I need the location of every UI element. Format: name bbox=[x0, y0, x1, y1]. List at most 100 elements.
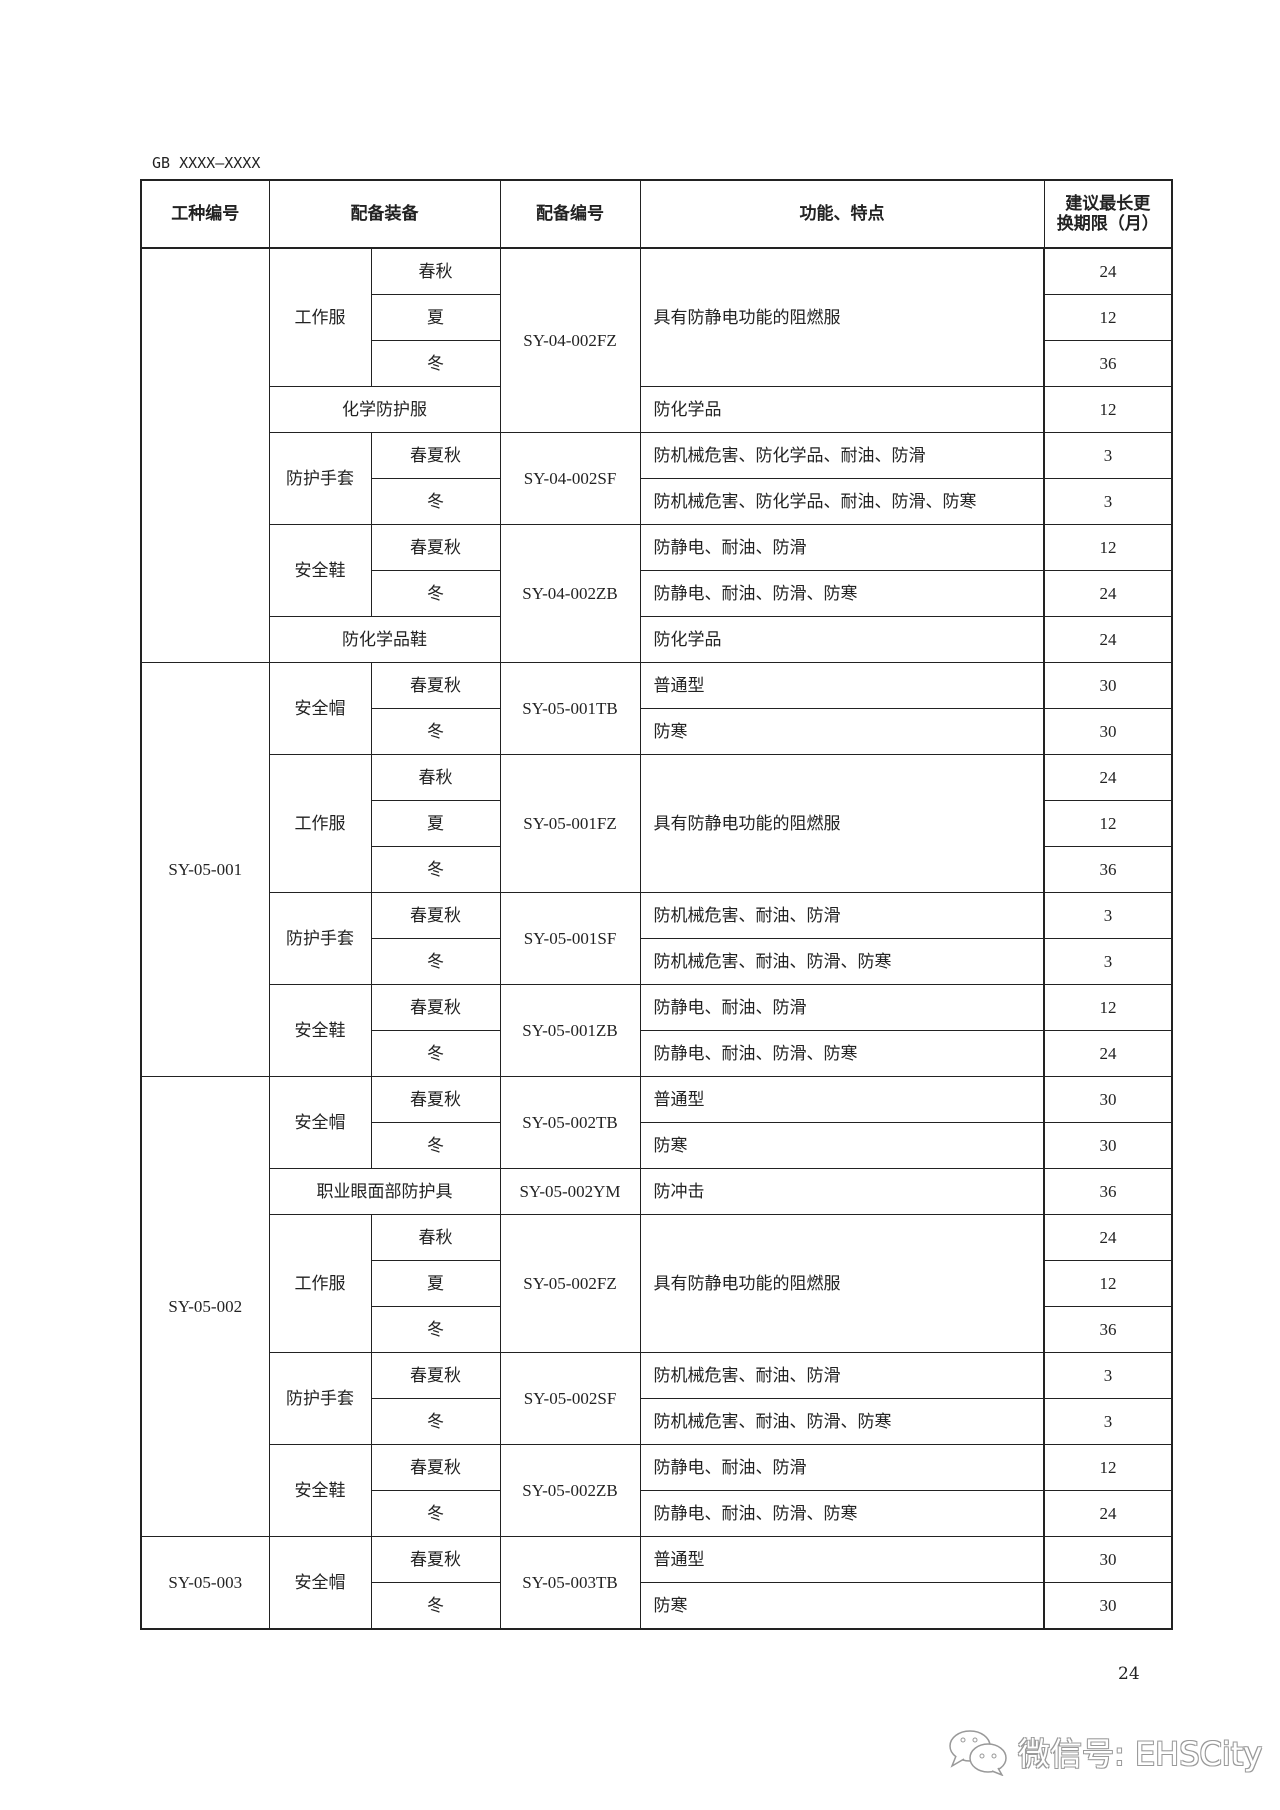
header-worktype: 工种编号 bbox=[140, 179, 270, 249]
equipment-name-cell: 工作服 bbox=[268, 1214, 372, 1353]
equipment-number-cell: SY-05-002FZ bbox=[499, 1214, 641, 1353]
table-row: 冬 防静电、耐油、防滑、防寒 24 bbox=[141, 1030, 1173, 1077]
worktype-code-cell: SY-05-001 bbox=[140, 662, 270, 1077]
replacement-months-cell: 30 bbox=[1043, 1122, 1173, 1169]
function-cell: 具有防静电功能的阻燃服 bbox=[639, 1214, 1045, 1353]
equipment-number-cell: SY-05-001TB bbox=[499, 662, 641, 755]
table-row: 夏 12 bbox=[141, 1260, 1173, 1307]
function-cell: 防静电、耐油、防滑、防寒 bbox=[639, 1490, 1045, 1537]
replacement-months-cell: 30 bbox=[1043, 708, 1173, 755]
equipment-number-cell: SY-05-002SF bbox=[499, 1352, 641, 1445]
equipment-number-cell: SY-05-002ZB bbox=[499, 1444, 641, 1537]
watermark-text: 微信号: EHSCity bbox=[1018, 1735, 1263, 1773]
table-row: 冬 防机械危害、防化学品、耐油、防滑、防寒 3 bbox=[141, 478, 1173, 525]
function-cell: 防机械危害、防化学品、耐油、防滑、防寒 bbox=[639, 478, 1045, 525]
equipment-name-cell: 化学防护服 bbox=[268, 386, 501, 433]
replacement-months-cell: 12 bbox=[1043, 800, 1173, 847]
header-months-line2: 换期限（月） bbox=[1056, 214, 1159, 234]
wechat-icon bbox=[949, 1730, 1007, 1776]
replacement-months-cell: 36 bbox=[1043, 846, 1173, 893]
equipment-name-cell: 防护手套 bbox=[268, 892, 372, 985]
season-cell: 春夏秋 bbox=[370, 984, 501, 1031]
equipment-number-cell: SY-05-002TB bbox=[499, 1076, 641, 1169]
function-cell: 防静电、耐油、防滑 bbox=[639, 984, 1045, 1031]
season-cell: 春夏秋 bbox=[370, 1444, 501, 1491]
equipment-number-cell: SY-05-003TB bbox=[499, 1536, 641, 1630]
equipment-name-cell: 工作服 bbox=[268, 754, 372, 893]
table-row: SY-05-002 安全帽 春夏秋 SY-05-002TB 普通型 30 bbox=[140, 1076, 1173, 1537]
header-months: 建议最长更 换期限（月） bbox=[1043, 179, 1173, 249]
season-cell: 春秋 bbox=[370, 754, 501, 801]
replacement-months-cell: 30 bbox=[1043, 1536, 1173, 1583]
equipment-number-cell: SY-04-002ZB bbox=[499, 524, 641, 663]
table-row: 冬 防静电、耐油、防滑、防寒 24 bbox=[141, 1490, 1173, 1537]
table-row: 冬 防机械危害、耐油、防滑、防寒 3 bbox=[141, 938, 1173, 985]
page-number: 24 bbox=[1118, 1664, 1140, 1684]
replacement-months-cell: 24 bbox=[1043, 570, 1173, 617]
replacement-months-cell: 12 bbox=[1043, 386, 1173, 433]
worktype-code-cell: SY-05-002 bbox=[140, 1076, 270, 1537]
equipment-name-cell: 安全帽 bbox=[268, 1536, 372, 1630]
replacement-months-cell: 12 bbox=[1043, 1444, 1173, 1491]
table-row: 安全鞋 春夏秋 SY-04-002ZB 防静电、耐油、防滑 12 bbox=[141, 524, 1173, 663]
replacement-months-cell: 30 bbox=[1043, 1076, 1173, 1123]
season-cell: 春夏秋 bbox=[370, 1536, 501, 1583]
season-cell: 冬 bbox=[370, 1306, 501, 1353]
equipment-name-cell: 防护手套 bbox=[268, 1352, 372, 1445]
watermark: 微信号: EHSCity bbox=[948, 1728, 1262, 1776]
function-cell: 防冲击 bbox=[639, 1168, 1045, 1215]
equipment-number-cell: SY-04-002SF bbox=[499, 432, 641, 525]
replacement-months-cell: 36 bbox=[1043, 1168, 1173, 1215]
replacement-months-cell: 24 bbox=[1043, 247, 1173, 295]
table-row: 工作服 春秋 SY-04-002FZ 具有防静电功能的阻燃服 24 bbox=[140, 247, 1173, 663]
table-body: 工作服 春秋 SY-04-002FZ 具有防静电功能的阻燃服 24 夏 12 冬 36 化学防护服… bbox=[140, 247, 1173, 1630]
season-cell: 春夏秋 bbox=[370, 892, 501, 939]
equipment-number-cell: SY-05-001ZB bbox=[499, 984, 641, 1077]
table-row: SY-05-001 安全帽 春夏秋 SY-05-001TB 普通型 30 bbox=[140, 662, 1173, 1077]
season-cell: 冬 bbox=[370, 708, 501, 755]
replacement-months-cell: 24 bbox=[1043, 1030, 1173, 1077]
equipment-name-cell: 防护手套 bbox=[268, 432, 372, 525]
document-number: GB XXXX—XXXX bbox=[152, 154, 261, 172]
function-cell: 防化学品 bbox=[639, 386, 1045, 433]
table-row: 工作服 春秋 SY-05-002FZ 具有防静电功能的阻燃服 24 bbox=[141, 1214, 1173, 1353]
table-row: 防护手套 春夏秋 SY-04-002SF 防机械危害、防化学品、耐油、防滑 3 bbox=[141, 432, 1173, 525]
equipment-name-cell: 安全鞋 bbox=[268, 524, 372, 617]
season-cell: 春夏秋 bbox=[370, 1352, 501, 1399]
equipment-name-cell: 职业眼面部防护具 bbox=[268, 1168, 501, 1215]
table-row: SY-05-003 安全帽 春夏秋 SY-05-003TB 普通型 30 bbox=[140, 1536, 1173, 1630]
function-cell: 普通型 bbox=[639, 1076, 1045, 1123]
season-cell: 冬 bbox=[370, 1490, 501, 1537]
function-cell: 防机械危害、耐油、防滑、防寒 bbox=[639, 938, 1045, 985]
header-equipment: 配备装备 bbox=[268, 179, 501, 249]
function-cell: 防寒 bbox=[639, 1122, 1045, 1169]
table-row: 防化学品鞋 防化学品 24 bbox=[141, 616, 1173, 663]
season-cell: 冬 bbox=[370, 570, 501, 617]
replacement-months-cell: 3 bbox=[1043, 892, 1173, 939]
header-months-line1: 建议最长更 bbox=[1065, 194, 1151, 214]
replacement-months-cell: 36 bbox=[1043, 1306, 1173, 1353]
worktype-code-cell: SY-05-003 bbox=[140, 1536, 270, 1630]
season-cell: 春秋 bbox=[370, 247, 501, 295]
replacement-months-cell: 12 bbox=[1043, 984, 1173, 1031]
table-row: 冬 36 bbox=[141, 340, 1173, 387]
season-cell: 夏 bbox=[370, 1260, 501, 1307]
equipment-name-cell: 防化学品鞋 bbox=[268, 616, 501, 663]
table-row: 冬 防静电、耐油、防滑、防寒 24 bbox=[141, 570, 1173, 617]
function-cell: 防寒 bbox=[639, 1582, 1045, 1630]
season-cell: 春夏秋 bbox=[370, 432, 501, 479]
replacement-months-cell: 3 bbox=[1043, 1398, 1173, 1445]
table-header-row: 工种编号 配备装备 配备编号 功能、特点 建议最长更 换期限（月） bbox=[140, 179, 1173, 249]
worktype-code-cell bbox=[140, 247, 270, 663]
table-row: 冬 防寒 30 bbox=[141, 708, 1173, 755]
season-cell: 冬 bbox=[370, 938, 501, 985]
function-cell: 普通型 bbox=[639, 662, 1045, 709]
function-cell: 防机械危害、防化学品、耐油、防滑 bbox=[639, 432, 1045, 479]
season-cell: 春夏秋 bbox=[370, 1076, 501, 1123]
season-cell: 春夏秋 bbox=[370, 524, 501, 571]
season-cell: 冬 bbox=[370, 1122, 501, 1169]
replacement-months-cell: 3 bbox=[1043, 1352, 1173, 1399]
season-cell: 冬 bbox=[370, 1030, 501, 1077]
season-cell: 夏 bbox=[370, 800, 501, 847]
replacement-months-cell: 3 bbox=[1043, 478, 1173, 525]
